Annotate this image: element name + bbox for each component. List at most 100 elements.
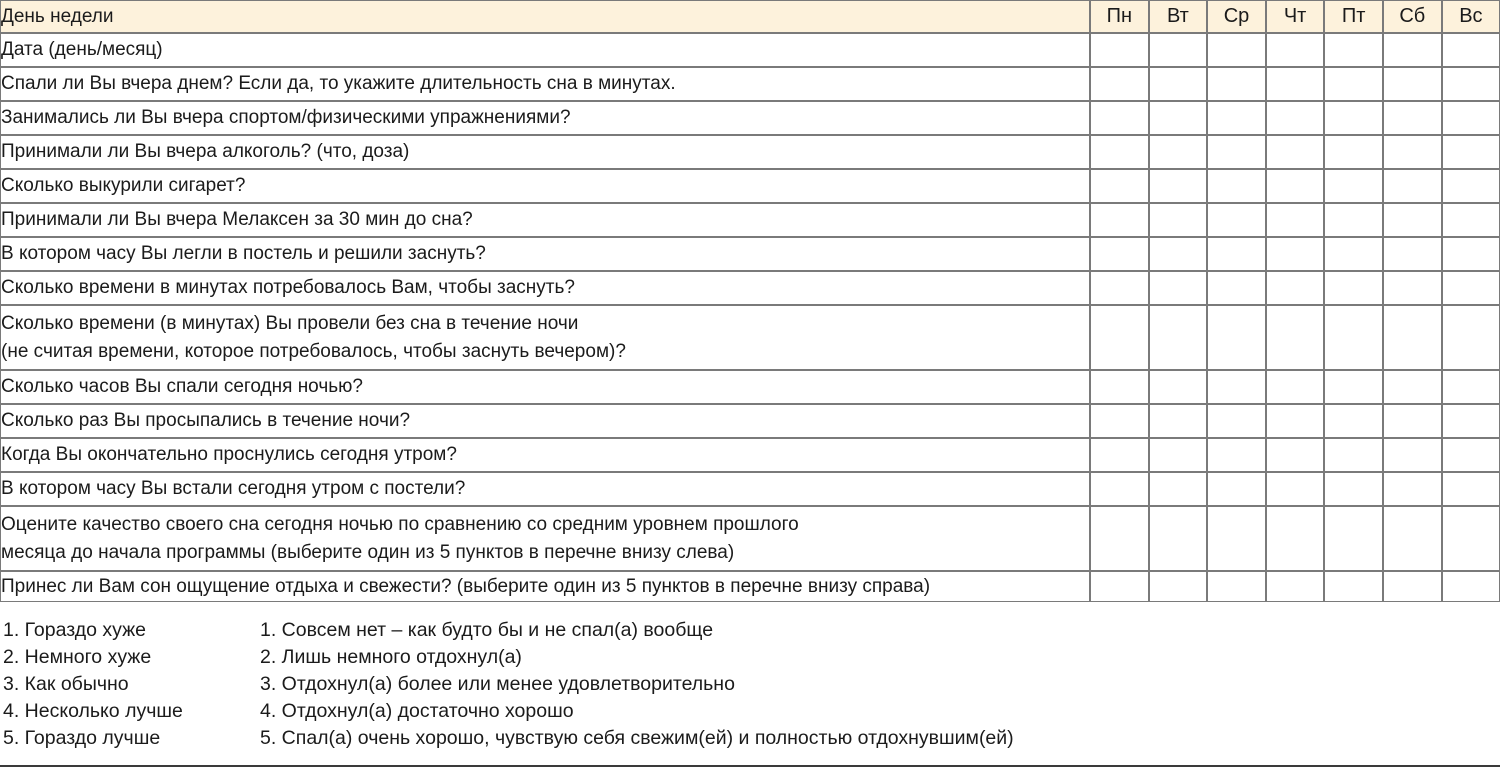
question-cell: В котором часу Вы легли в постель и реши… — [0, 237, 1090, 271]
day-answer-cell — [1207, 305, 1266, 370]
day-answer-cell — [1265, 135, 1325, 169]
day-answer-cell — [1265, 506, 1325, 571]
day-answer-cell — [1090, 33, 1149, 67]
question-cell: Принимали ли Вы вчера Мелаксен за 30 мин… — [0, 203, 1090, 237]
day-answer-cell — [1324, 438, 1383, 472]
day-answer-cell — [1090, 203, 1149, 237]
day-answer-cell — [1090, 135, 1149, 169]
question-text: Сколько часов Вы спали сегодня ночью? — [1, 376, 363, 397]
table-row: Сколько времени в минутах потребовалось … — [0, 271, 1500, 305]
question-text: Спали ли Вы вчера днем? Если да, то укаж… — [1, 73, 676, 94]
day-answer-cell — [1382, 506, 1442, 571]
day-answer-cell — [1090, 169, 1149, 203]
day-answer-cell — [1207, 506, 1266, 571]
day-answer-cell — [1090, 370, 1149, 404]
question-text: Сколько времени (в минутах) Вы провели б… — [1, 312, 579, 334]
question-text: Дата (день/месяц) — [1, 39, 163, 60]
day-answer-cell — [1324, 203, 1383, 237]
day-answer-cell — [1207, 438, 1266, 472]
day-answer-cell — [1265, 67, 1325, 101]
question-cell: Сколько часов Вы спали сегодня ночью? — [0, 370, 1090, 404]
table-row: В котором часу Вы легли в постель и реши… — [0, 237, 1500, 271]
table-row: Принимали ли Вы вчера алкоголь? (что, до… — [0, 135, 1500, 169]
day-answer-cell — [1207, 203, 1266, 237]
day-answer-cell — [1090, 67, 1149, 101]
day-header-sat: Сб — [1382, 0, 1442, 33]
day-answer-cell — [1090, 472, 1149, 506]
day-answer-cell — [1090, 305, 1149, 370]
day-answer-cell — [1090, 237, 1149, 271]
question-cell: Сколько времени (в минутах) Вы провели б… — [0, 305, 1090, 370]
day-answer-cell — [1324, 404, 1383, 438]
list-item: 3. Отдохнул(а) более или менее удовлетво… — [260, 673, 735, 695]
day-answer-cell — [1324, 101, 1383, 135]
table-header-row: День недели Пн Вт Ср Чт Пт Сб Вс — [0, 0, 1500, 33]
day-answer-cell — [1265, 305, 1325, 370]
day-answer-cell — [1265, 370, 1325, 404]
day-answer-cell — [1265, 271, 1325, 305]
day-answer-cell — [1382, 404, 1442, 438]
day-answer-cell — [1441, 67, 1500, 101]
day-answer-cell — [1382, 67, 1442, 101]
legend: 1. Гораздо хуже 2. Немного хуже 3. Как о… — [0, 602, 1500, 752]
table-row: Дата (день/месяц) — [0, 33, 1500, 67]
day-answer-cell — [1090, 101, 1149, 135]
day-answer-cell — [1207, 169, 1266, 203]
question-text: Сколько выкурили сигарет? — [1, 175, 246, 196]
day-answer-cell — [1148, 101, 1208, 135]
day-answer-cell — [1382, 271, 1442, 305]
day-header-wed: Ср — [1207, 0, 1266, 33]
question-text: Сколько раз Вы просыпались в течение ноч… — [1, 410, 411, 431]
day-of-week-header: День недели — [0, 0, 1090, 33]
day-answer-cell — [1441, 237, 1500, 271]
list-item: 2. Лишь немного отдохнул(а) — [260, 646, 522, 668]
list-item: 1. Совсем нет – как будто бы и не спал(а… — [260, 619, 714, 641]
day-answer-cell — [1382, 472, 1442, 506]
day-answer-cell — [1090, 571, 1149, 602]
day-answer-cell — [1265, 472, 1325, 506]
day-answer-cell — [1207, 404, 1266, 438]
day-answer-cell — [1090, 404, 1149, 438]
day-answer-cell — [1148, 571, 1208, 602]
day-answer-cell — [1207, 571, 1266, 602]
day-answer-cell — [1382, 237, 1442, 271]
day-answer-cell — [1324, 506, 1383, 571]
question-text: Принимали ли Вы вчера Мелаксен за 30 мин… — [1, 209, 473, 230]
day-answer-cell — [1441, 370, 1500, 404]
day-answer-cell — [1324, 135, 1383, 169]
day-answer-cell — [1265, 438, 1325, 472]
sleep-diary-table: День недели Пн Вт Ср Чт Пт Сб Вс Дата (д… — [0, 0, 1500, 602]
table-row: Занимались ли Вы вчера спортом/физически… — [0, 101, 1500, 135]
day-answer-cell — [1441, 438, 1500, 472]
day-answer-cell — [1265, 101, 1325, 135]
day-header-thu: Чт — [1265, 0, 1325, 33]
day-header-sun: Вс — [1441, 0, 1500, 33]
question-cell: Сколько выкурили сигарет? — [0, 169, 1090, 203]
question-cell: Сколько времени в минутах потребовалось … — [0, 271, 1090, 305]
list-item: 2. Немного хуже — [3, 646, 152, 668]
day-answer-cell — [1090, 438, 1149, 472]
question-cell: Дата (день/месяц) — [0, 33, 1090, 67]
question-text: Принес ли Вам сон ощущение отдыха и свеж… — [1, 575, 931, 597]
day-answer-cell — [1441, 305, 1500, 370]
question-text: Оцените качество своего сна сегодня ночь… — [1, 513, 799, 535]
day-answer-cell — [1148, 438, 1208, 472]
day-answer-cell — [1382, 370, 1442, 404]
sleep-quality-scale-list: 1. Гораздо хуже 2. Немного хуже 3. Как о… — [3, 617, 260, 752]
day-answer-cell — [1441, 135, 1500, 169]
list-item: 4. Отдохнул(а) достаточно хорошо — [260, 700, 574, 722]
list-item: 5. Гораздо лучше — [3, 727, 161, 749]
table-row: Сколько раз Вы просыпались в течение ноч… — [0, 404, 1500, 438]
day-answer-cell — [1441, 33, 1500, 67]
day-header-mon: Пн — [1090, 0, 1149, 33]
question-text: Принимали ли Вы вчера алкоголь? (что, до… — [1, 141, 410, 162]
day-answer-cell — [1382, 33, 1442, 67]
day-answer-cell — [1441, 203, 1500, 237]
table-row: Сколько часов Вы спали сегодня ночью? — [0, 370, 1500, 404]
question-text: В котором часу Вы легли в постель и реши… — [1, 243, 486, 264]
question-cell: Сколько раз Вы просыпались в течение ноч… — [0, 404, 1090, 438]
day-answer-cell — [1441, 404, 1500, 438]
question-text: Сколько времени в минутах потребовалось … — [1, 277, 575, 298]
day-answer-cell — [1265, 404, 1325, 438]
day-answer-cell — [1207, 135, 1266, 169]
